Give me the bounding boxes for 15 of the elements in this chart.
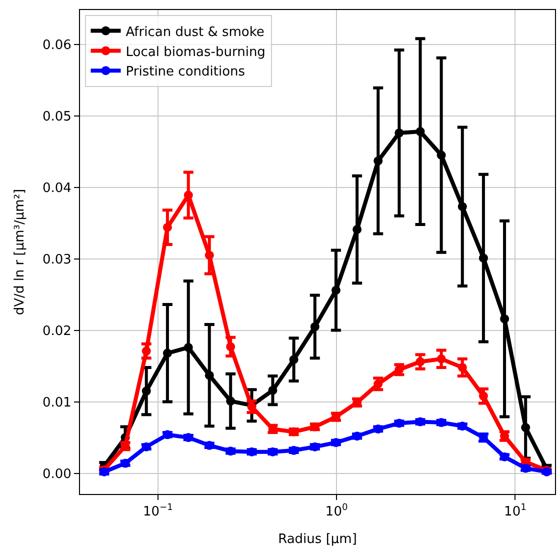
legend-label: Pristine conditions — [126, 64, 246, 80]
legend-label: Local biomas-burning — [126, 44, 266, 60]
x-tick-label: 10$^{0}$ — [325, 503, 348, 520]
x-tick-label: 10$^{1}$ — [504, 503, 526, 520]
y-tick-label: 0.03 — [42, 252, 72, 268]
y-tick-label: 0.01 — [42, 395, 72, 410]
x-axis-title: Radius [μm] — [278, 532, 357, 547]
x-tick-label: 10$^{−1}$ — [142, 503, 173, 520]
y-axis-title: dV/d ln r [μm³/μm²] — [12, 188, 28, 316]
y-tick-label: 0.04 — [42, 180, 72, 196]
y-tick-label: 0.00 — [42, 466, 72, 482]
y-tick-label: 0.05 — [42, 109, 72, 124]
legend-label: African dust & smoke — [126, 24, 264, 40]
y-tick-label: 0.02 — [42, 324, 72, 339]
y-tick-label: 0.06 — [42, 38, 72, 53]
